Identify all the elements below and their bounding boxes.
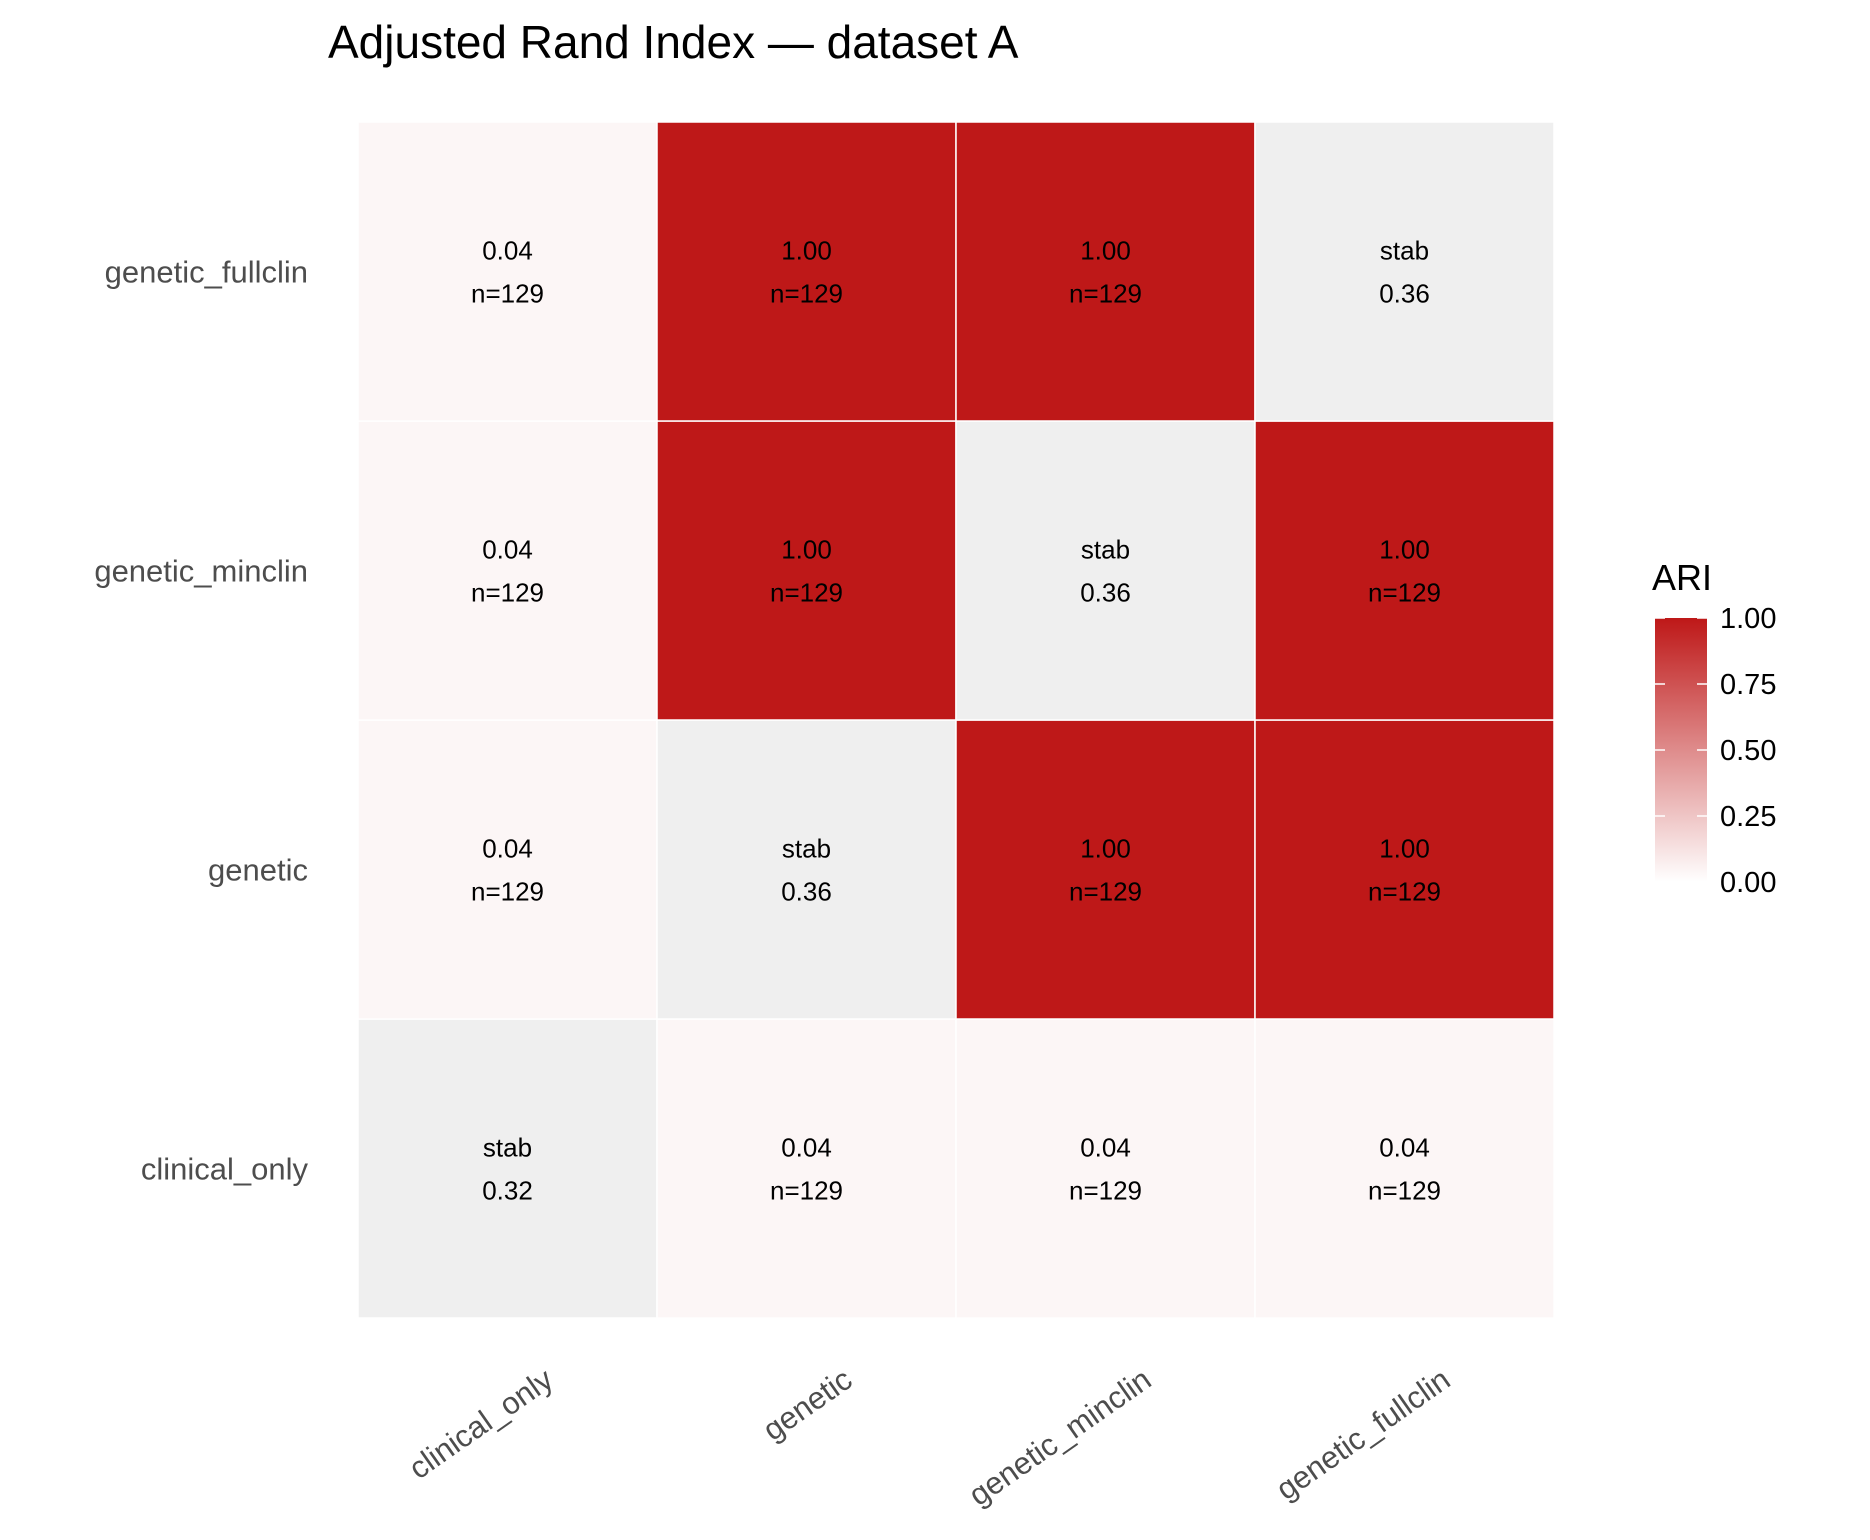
cell-label-primary: 1.00 bbox=[781, 236, 832, 266]
cell-label-secondary: n=129 bbox=[1368, 877, 1441, 907]
cell-label-primary: stab bbox=[1380, 236, 1429, 266]
heatmap-cells: stab 0.32 0.04 n=129 0.04 n=129 0.04 n=129 0.04 n… bbox=[357, 121, 1555, 1319]
cell-label-secondary: n=129 bbox=[1069, 877, 1142, 907]
heatmap-cell bbox=[1254, 420, 1555, 721]
x-tick-label: genetic_fullclin bbox=[1270, 1361, 1457, 1506]
x-axis-labels: clinical_only genetic genetic_minclin genet… bbox=[402, 1361, 1456, 1513]
x-tick-label: genetic bbox=[756, 1361, 858, 1447]
legend-tick-label: 0.75 bbox=[1720, 669, 1776, 701]
cell-label-primary: 1.00 bbox=[1379, 834, 1430, 864]
x-tick-label: clinical_only bbox=[402, 1361, 559, 1486]
heatmap-cell bbox=[357, 719, 658, 1020]
heatmap-cell bbox=[357, 121, 658, 422]
cell-label-primary: 1.00 bbox=[1379, 535, 1430, 565]
cell-label-primary: 0.04 bbox=[781, 1133, 832, 1163]
cell-label-primary: 1.00 bbox=[781, 535, 832, 565]
heatmap-cell bbox=[955, 719, 1256, 1020]
color-legend: ARI 0.00 0.25 0.50 0.75 1.00 bbox=[1652, 557, 1776, 899]
heatmap-cell bbox=[656, 719, 957, 1020]
cell-label-primary: 1.00 bbox=[1080, 834, 1131, 864]
cell-label-secondary: n=129 bbox=[471, 578, 544, 608]
heatmap-cell bbox=[656, 121, 957, 422]
cell-label-secondary: 0.36 bbox=[1080, 578, 1131, 608]
heatmap-cell bbox=[1254, 719, 1555, 1020]
cell-label-primary: 0.04 bbox=[1379, 1133, 1430, 1163]
y-tick-label: genetic bbox=[208, 853, 308, 888]
cell-label-primary: 1.00 bbox=[1080, 236, 1131, 266]
legend-tick-label: 0.25 bbox=[1720, 801, 1776, 833]
cell-label-primary: 0.04 bbox=[482, 834, 533, 864]
y-tick-label: genetic_minclin bbox=[94, 554, 308, 589]
cell-label-primary: 0.04 bbox=[482, 535, 533, 565]
cell-label-secondary: n=129 bbox=[471, 279, 544, 309]
legend-tick-label: 0.00 bbox=[1720, 867, 1776, 899]
cell-label-secondary: n=129 bbox=[770, 279, 843, 309]
cell-label-primary: 0.04 bbox=[1080, 1133, 1131, 1163]
heatmap-cell bbox=[955, 1018, 1256, 1319]
y-axis-labels: clinical_only genetic genetic_minclin genet… bbox=[94, 255, 308, 1187]
cell-label-secondary: 0.32 bbox=[482, 1176, 533, 1206]
legend-title: ARI bbox=[1652, 557, 1712, 598]
heatmap-cell bbox=[656, 1018, 957, 1319]
cell-label-secondary: n=129 bbox=[770, 1176, 843, 1206]
cell-label-secondary: 0.36 bbox=[781, 877, 832, 907]
legend-tick-label: 0.50 bbox=[1720, 735, 1776, 767]
cell-label-primary: stab bbox=[1081, 535, 1130, 565]
cell-label-secondary: n=129 bbox=[471, 877, 544, 907]
y-tick-label: genetic_fullclin bbox=[105, 255, 308, 290]
legend-tick-label: 1.00 bbox=[1720, 603, 1776, 635]
heatmap-cell bbox=[357, 1018, 658, 1319]
chart-title: Adjusted Rand Index — dataset A bbox=[328, 16, 1019, 68]
heatmap-cell bbox=[1254, 1018, 1555, 1319]
legend-ticks: 0.00 0.25 0.50 0.75 1.00 bbox=[1655, 603, 1776, 899]
cell-label-secondary: n=129 bbox=[1368, 1176, 1441, 1206]
cell-label-secondary: 0.36 bbox=[1379, 279, 1430, 309]
cell-label-primary: stab bbox=[782, 834, 831, 864]
cell-label-secondary: n=129 bbox=[1069, 1176, 1142, 1206]
cell-label-secondary: n=129 bbox=[1069, 279, 1142, 309]
cell-label-primary: stab bbox=[483, 1133, 532, 1163]
heatmap-cell bbox=[1254, 121, 1555, 422]
x-tick-label: genetic_minclin bbox=[962, 1361, 1157, 1512]
heatmap-cell bbox=[656, 420, 957, 721]
cell-label-primary: 0.04 bbox=[482, 236, 533, 266]
cell-label-secondary: n=129 bbox=[770, 578, 843, 608]
heatmap-cell bbox=[357, 420, 658, 721]
y-tick-label: clinical_only bbox=[141, 1152, 309, 1187]
cell-label-secondary: n=129 bbox=[1368, 578, 1441, 608]
heatmap-cell bbox=[955, 121, 1256, 422]
heatmap-cell bbox=[955, 420, 1256, 721]
